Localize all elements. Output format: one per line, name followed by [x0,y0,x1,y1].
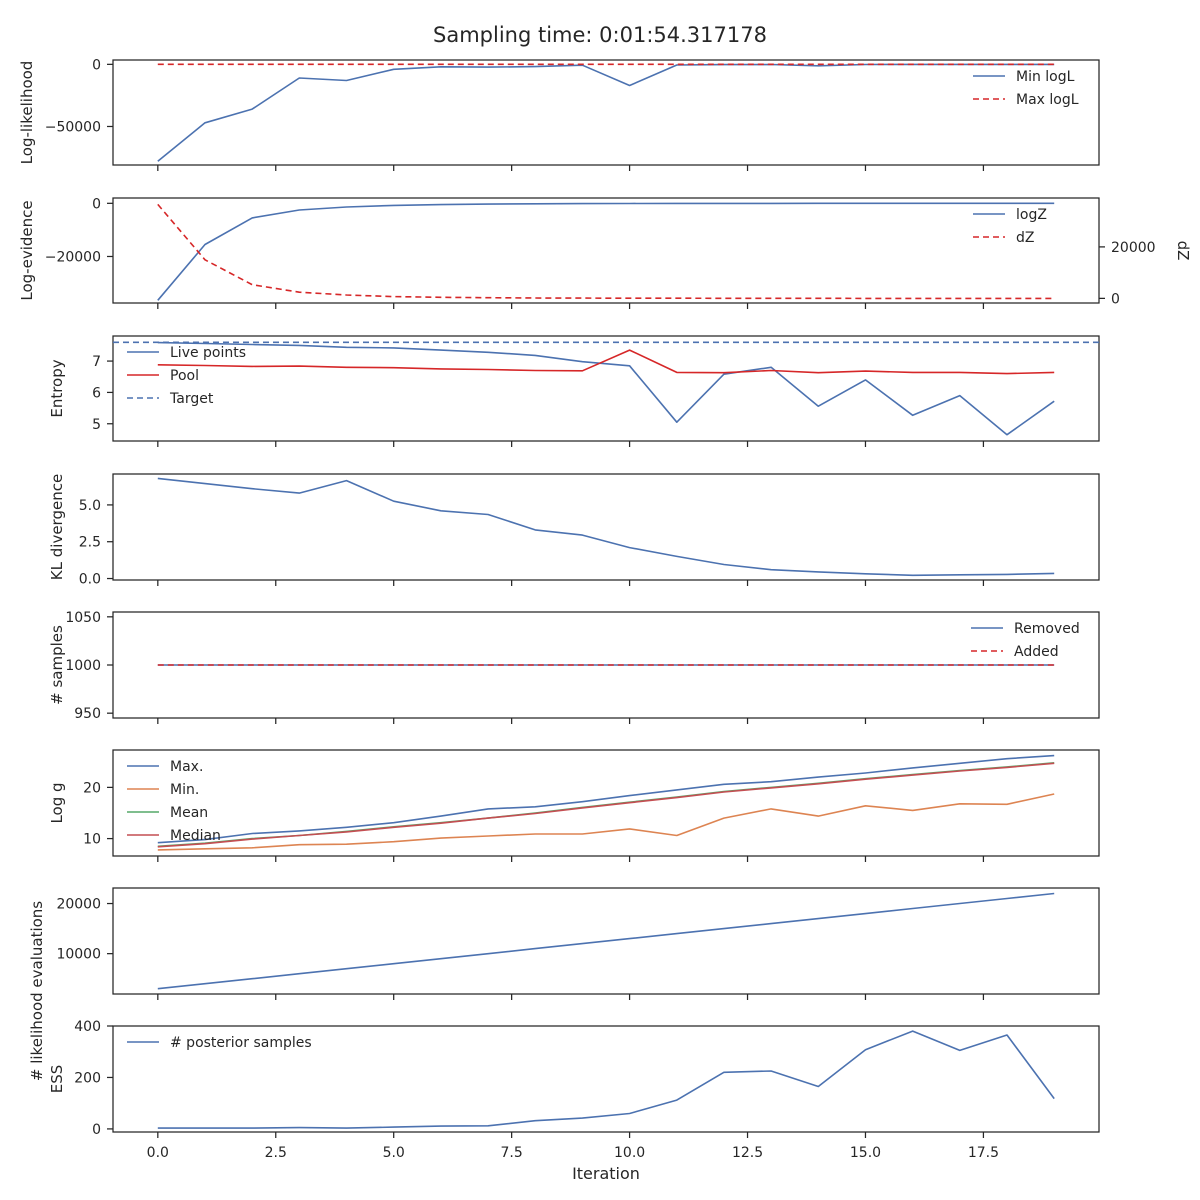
panel-2: 0 −20000 Log-evidence 0 20000 dZ logZ dZ [18,196,1192,309]
series-line [157,63,1055,162]
legend-label: dZ [1016,230,1034,246]
legend-label: Target [169,391,214,407]
y-tick-label: 20 [83,780,101,796]
legend-label: Pool [170,368,199,384]
axes-frame [112,749,1100,857]
x-tick-label: 7.5 [501,1145,523,1161]
series-line [157,892,1055,990]
axes-frame [112,59,1100,166]
y-tick-label: 950 [74,706,101,722]
y-axis-label: Entropy [48,359,66,417]
legend-label: Live points [170,345,246,361]
y-tick-label: 5.0 [79,498,101,514]
y-tick-label: 1000 [65,658,101,674]
panel-5: 950 1000 1050# samples Removed Added [48,610,1100,724]
y-tick-label: 20000 [56,897,101,913]
axes-frame [112,473,1100,581]
x-tick-label: 5.0 [383,1145,405,1161]
y-tick-label: 6 [92,385,101,401]
axes-frame [112,887,1100,995]
y-axis-label: KL divergence [48,474,66,580]
legend-label: # posterior samples [170,1035,312,1051]
panel-6: 10 20 Log g Max. Min. Mean Median [48,749,1100,862]
legend-label: Added [1014,644,1059,660]
y-tick-label: 0 [92,196,101,212]
series-line [157,341,1055,436]
panel-3: 5 6 7 Entropy Live points Pool Target [48,335,1100,447]
legend-label: Max. [170,759,203,775]
y-tick-label: 10 [83,832,101,848]
y2-tick-label: 20000 [1111,240,1156,256]
series-line [157,477,1055,577]
series-line [157,203,1055,300]
axes-frame [112,197,1100,304]
y-tick-label: 10000 [56,947,101,963]
legend-label: Removed [1014,621,1080,637]
y-axis-label: # samples [48,625,66,705]
legend-label: Max logL [1016,92,1079,108]
panel-4: 0.0 2.5 5.0 KL divergence [48,473,1100,588]
legend-label: logZ [1016,207,1047,223]
legend-label: Mean [170,805,208,821]
y-tick-label: −20000 [45,249,101,265]
y-axis-label: ESS [48,1065,66,1094]
y2-tick-label: 0 [1111,291,1120,307]
y-tick-label: −50000 [45,119,101,135]
panel-8: 0.0 2.5 5.0 7.5 10.0 12.5 15.0 17.5 0 200 400 ESS # … [48,1019,1100,1161]
y-axis-label: Log-likelihood [18,61,36,165]
y-tick-label: 2.5 [79,535,101,551]
figure-title: Sampling time: 0:01:54.317178 [433,23,767,47]
y-tick-label: 0.0 [79,572,101,588]
x-tick-label: 15.0 [850,1145,881,1161]
legend-label: Median [170,828,221,844]
series-line [157,762,1055,848]
series-line [157,1030,1055,1129]
y2-axis-label: dZ [1174,241,1192,261]
y-axis-label: Log g [48,782,66,823]
x-axis-label: Iteration [572,1164,640,1183]
y-tick-label: 0 [92,1122,101,1138]
y-tick-label: 200 [74,1070,101,1086]
y-tick-label: 0 [92,57,101,73]
axes-frame [112,1025,1100,1133]
y-tick-label: 400 [74,1019,101,1035]
legend-label: Min. [170,782,199,798]
y-tick-label: 7 [92,354,101,370]
series-line [157,202,1055,301]
y-axis-label: Log-evidence [18,200,36,300]
series-line [157,793,1055,851]
x-tick-label: 0.0 [147,1145,169,1161]
panels: 0 −50000 Log-likelihood Min logL Max logL 0 −2… [18,57,1192,1161]
series-line [157,349,1055,375]
y-axis-label: # likelihood evaluations [28,901,46,1081]
x-tick-label: 10.0 [614,1145,645,1161]
x-tick-label: 17.5 [968,1145,999,1161]
panel-7: 10000 20000 # likelihood evaluations [28,887,1100,1081]
y-tick-label: 5 [92,417,101,433]
legend-label: Min logL [1016,69,1075,85]
x-tick-label: 2.5 [265,1145,287,1161]
x-tick-label: 12.5 [732,1145,763,1161]
series-line [157,754,1055,844]
y-tick-label: 1050 [65,610,101,626]
axes-frame [112,335,1100,442]
panel-1: 0 −50000 Log-likelihood Min logL Max logL [18,57,1100,171]
